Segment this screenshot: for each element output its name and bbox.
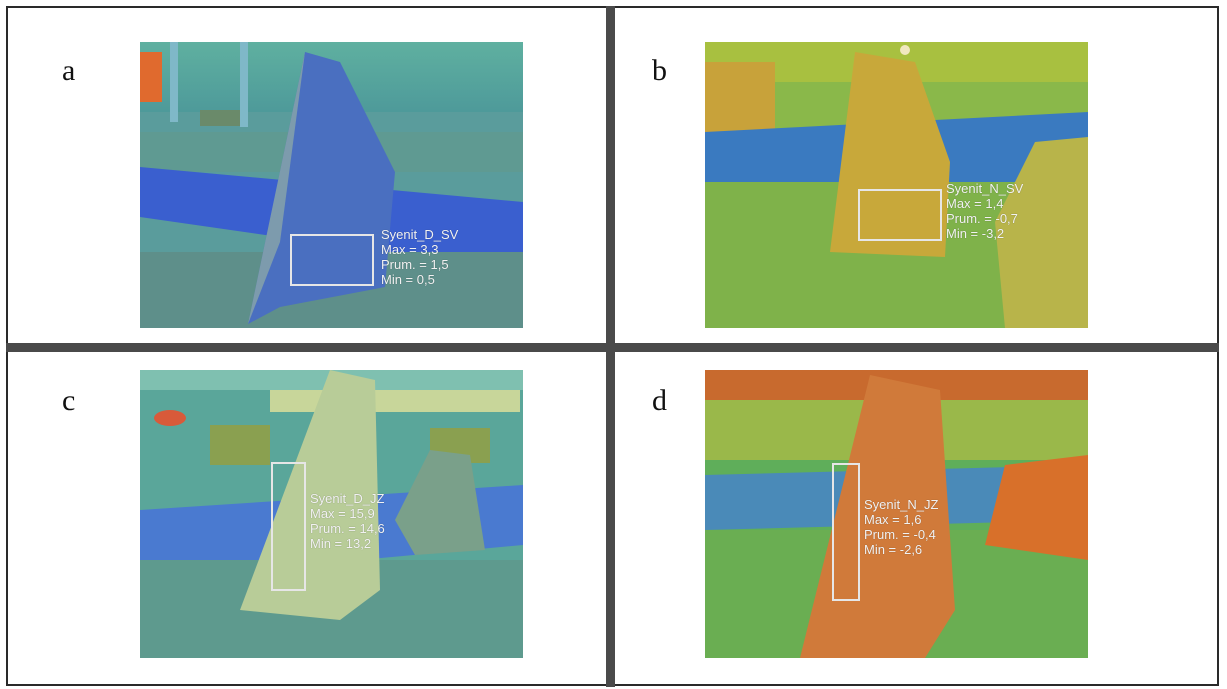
panel-label-b: b bbox=[652, 54, 667, 87]
measurement-annotation-b: Syenit_N_SV Max = 1,4 Prum. = -0,7 Min =… bbox=[946, 181, 1023, 241]
panel-label-a: a bbox=[62, 54, 76, 87]
roi-name: Syenit_D_SV bbox=[381, 227, 459, 242]
roi-rectangle-d bbox=[832, 463, 860, 601]
roi-mean: Prum. = 1,5 bbox=[381, 257, 449, 272]
roi-max: Max = 3,3 bbox=[381, 242, 439, 257]
roi-mean: Prum. = 14,6 bbox=[310, 521, 385, 536]
roi-max: Max = 15,9 bbox=[310, 506, 375, 521]
roi-max: Max = 1,6 bbox=[864, 512, 922, 527]
measurement-annotation-d: Syenit_N_JZ Max = 1,6 Prum. = -0,4 Min =… bbox=[864, 497, 938, 557]
panel-label-d: d bbox=[652, 384, 667, 417]
thermal-image-c bbox=[140, 370, 523, 658]
roi-rectangle-a bbox=[290, 234, 374, 286]
roi-min: Min = 0,5 bbox=[381, 272, 435, 287]
panel-label-c: c bbox=[62, 384, 76, 417]
roi-name: Syenit_N_JZ bbox=[864, 497, 939, 512]
roi-min: Min = -3,2 bbox=[946, 226, 1005, 241]
roi-name: Syenit_D_JZ bbox=[310, 491, 385, 506]
horizontal-divider bbox=[6, 343, 1219, 352]
thermal-image-a bbox=[140, 42, 523, 328]
measurement-annotation-c: Syenit_D_JZ Max = 15,9 Prum. = 14,6 Min … bbox=[310, 491, 385, 551]
measurement-annotation-a: Syenit_D_SV Max = 3,3 Prum. = 1,5 Min = … bbox=[381, 227, 458, 287]
thermal-image-b bbox=[705, 42, 1088, 328]
roi-rectangle-b bbox=[858, 189, 942, 241]
thermal-image-d bbox=[705, 370, 1088, 658]
roi-mean: Prum. = -0,7 bbox=[946, 211, 1018, 226]
roi-name: Syenit_N_SV bbox=[946, 181, 1024, 196]
roi-min: Min = 13,2 bbox=[310, 536, 372, 551]
roi-mean: Prum. = -0,4 bbox=[864, 527, 936, 542]
roi-min: Min = -2,6 bbox=[864, 542, 923, 557]
roi-max: Max = 1,4 bbox=[946, 196, 1004, 211]
roi-rectangle-c bbox=[271, 462, 306, 591]
